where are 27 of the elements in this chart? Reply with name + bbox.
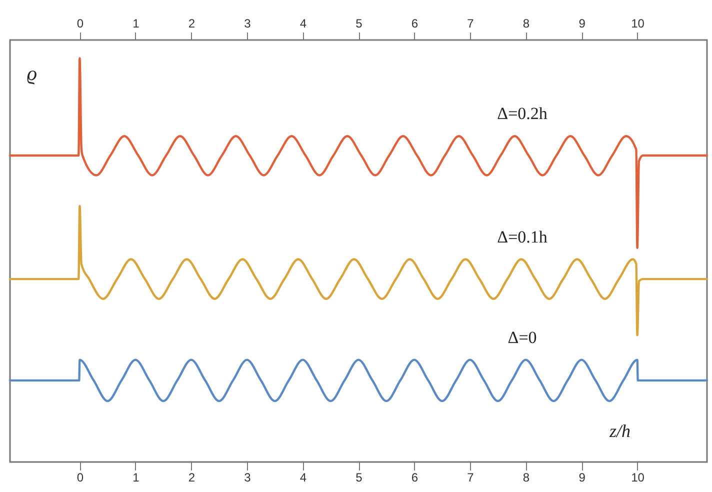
x-tick-label: 2 <box>188 470 196 484</box>
x2-tick-label: 3 <box>244 16 252 30</box>
x2-tick-label: 5 <box>356 16 363 30</box>
series-label: Δ=0.1h <box>497 227 548 246</box>
x-axis-title: z/h <box>608 421 631 441</box>
x-tick-label: 8 <box>522 470 530 484</box>
x2-tick-label: 4 <box>300 16 307 30</box>
x2-tick-label: 9 <box>578 16 586 30</box>
x-tick-label: 7 <box>467 470 474 484</box>
y-axis-title: ϱ <box>26 63 38 85</box>
x-tick-label: 0 <box>76 470 84 484</box>
series-label: Δ=0 <box>508 328 537 347</box>
x-tick-label: 4 <box>300 470 307 484</box>
x-tick-label: 5 <box>356 470 363 484</box>
x2-tick-label: 7 <box>467 16 474 30</box>
x2-tick-label: 2 <box>188 16 196 30</box>
x2-tick-label: 8 <box>522 16 530 30</box>
x-tick-label: 1 <box>132 470 140 484</box>
x-tick-label: 3 <box>244 470 252 484</box>
x2-tick-label: 0 <box>76 16 84 30</box>
series-label: Δ=0.2h <box>497 104 548 124</box>
x2-tick-label: 10 <box>631 16 645 30</box>
x2-tick-label: 6 <box>411 16 418 30</box>
x-tick-label: 6 <box>411 470 418 484</box>
x-tick-label: 10 <box>631 470 645 484</box>
x-tick-label: 9 <box>578 470 586 484</box>
x2-tick-label: 1 <box>132 16 140 30</box>
